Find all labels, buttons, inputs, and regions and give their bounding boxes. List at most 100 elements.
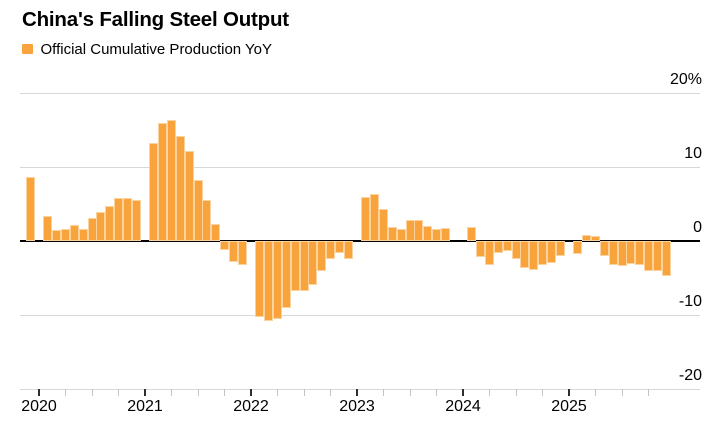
x-tick-quarter xyxy=(91,389,93,396)
bar xyxy=(362,198,370,240)
x-tick-year xyxy=(462,389,464,396)
bar xyxy=(106,206,114,240)
bar xyxy=(88,219,96,240)
gridline xyxy=(20,315,700,317)
bar xyxy=(592,237,599,240)
bar xyxy=(521,242,529,267)
legend-swatch-icon xyxy=(22,43,33,55)
bar xyxy=(132,201,140,240)
bar xyxy=(645,242,652,271)
bar xyxy=(503,242,511,251)
bar xyxy=(433,229,440,240)
bar xyxy=(203,200,211,240)
x-tick-quarter xyxy=(303,389,305,396)
bar xyxy=(229,242,237,262)
y-axis-label: -20 xyxy=(678,367,702,385)
bar xyxy=(70,225,78,240)
bar xyxy=(397,230,405,240)
bar xyxy=(344,242,352,258)
legend: Official Cumulative Production YoY xyxy=(22,40,273,58)
bar xyxy=(609,242,617,265)
bar xyxy=(583,235,591,240)
bar xyxy=(318,242,326,270)
bar xyxy=(176,136,184,240)
bar xyxy=(212,225,220,240)
bar xyxy=(600,242,608,255)
x-axis-label: 2025 xyxy=(551,398,587,415)
bar xyxy=(97,212,105,240)
x-tick-quarter xyxy=(489,389,490,396)
x-tick-quarter xyxy=(595,389,596,396)
bar xyxy=(79,229,87,240)
x-tick-year xyxy=(144,389,146,396)
x-tick-quarter xyxy=(409,389,411,396)
zero-axis-line xyxy=(20,240,700,242)
bar xyxy=(547,242,555,262)
x-tick-quarter xyxy=(330,389,331,396)
bar xyxy=(574,242,582,254)
bar xyxy=(168,121,175,240)
x-tick-year xyxy=(38,389,40,396)
gridline xyxy=(20,166,700,168)
bar xyxy=(468,228,476,240)
bar xyxy=(415,220,423,240)
x-tick-year xyxy=(568,389,570,396)
x-tick-quarter xyxy=(277,389,278,396)
x-axis-label: 2024 xyxy=(445,398,481,415)
bar xyxy=(335,242,343,253)
bar xyxy=(662,242,670,275)
bar xyxy=(636,242,644,264)
legend-label: Official Cumulative Production YoY xyxy=(40,40,273,58)
x-tick-quarter xyxy=(65,389,66,396)
x-tick-quarter xyxy=(515,389,517,396)
bar xyxy=(627,242,635,263)
gridline xyxy=(20,92,700,94)
chart-title: China's Falling Steel Output xyxy=(22,8,289,31)
bar xyxy=(653,242,661,270)
bar xyxy=(238,242,246,265)
bar xyxy=(291,242,299,291)
x-tick-quarter xyxy=(648,389,649,396)
bar xyxy=(530,242,538,269)
bar xyxy=(150,144,158,240)
x-axis-label: 2020 xyxy=(21,398,57,415)
bar xyxy=(115,199,122,240)
bar xyxy=(477,242,485,257)
bar xyxy=(539,242,546,265)
gridline xyxy=(20,389,700,391)
bar xyxy=(123,199,131,240)
x-tick-year xyxy=(250,389,252,396)
bar xyxy=(185,152,193,240)
bar xyxy=(512,242,520,259)
bar xyxy=(309,242,317,285)
x-tick-quarter xyxy=(436,389,437,396)
x-tick-quarter xyxy=(383,389,384,396)
x-axis-label: 2021 xyxy=(127,398,163,415)
bar xyxy=(221,242,228,249)
bar xyxy=(274,242,281,319)
y-axis-label: 0 xyxy=(693,219,702,236)
bar xyxy=(380,209,387,240)
bar xyxy=(53,231,61,240)
bar xyxy=(327,242,334,259)
bar xyxy=(44,217,52,240)
y-axis-label: 10 xyxy=(684,144,702,162)
bar xyxy=(486,242,493,265)
x-tick-year xyxy=(356,389,358,396)
bar xyxy=(26,178,34,240)
bar xyxy=(441,228,449,240)
bar xyxy=(556,242,564,255)
x-tick-quarter xyxy=(118,389,119,396)
x-axis-label: 2022 xyxy=(233,398,269,415)
bar xyxy=(265,242,273,320)
bar xyxy=(62,230,69,240)
bar xyxy=(406,221,414,240)
bar xyxy=(494,242,502,253)
x-tick-quarter xyxy=(621,389,623,396)
y-axis-label: 20% xyxy=(669,70,702,88)
bar xyxy=(424,227,432,240)
bar xyxy=(194,180,202,240)
bar xyxy=(256,242,264,317)
